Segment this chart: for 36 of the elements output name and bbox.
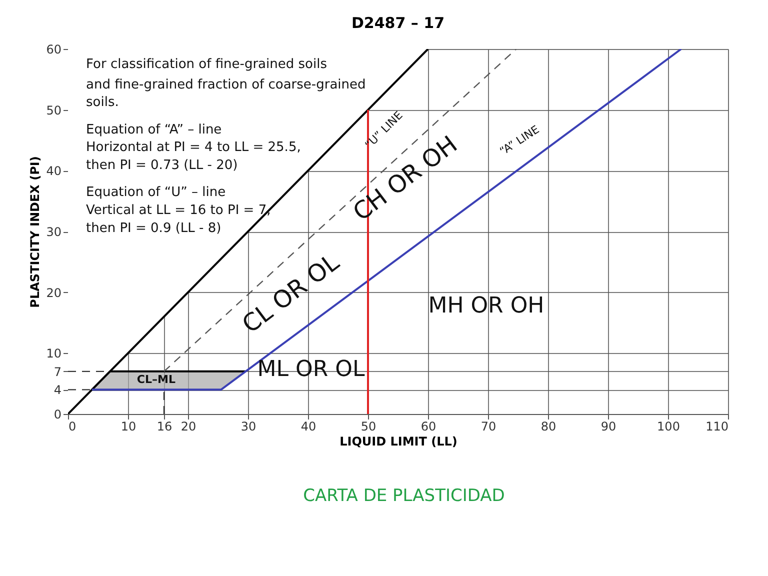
x-tick-label: 20: [180, 420, 196, 434]
x-tick-label: 16: [156, 420, 172, 434]
x-tick-label: 80: [540, 420, 556, 434]
text: CARTA DE PLASTICIDAD: [303, 486, 505, 506]
y-tick-label: 40: [46, 164, 62, 178]
x-tick-label: 90: [600, 420, 616, 434]
x-tick-label: 70: [480, 420, 496, 434]
x-tick-label: 10: [120, 420, 136, 434]
y-tick-label: 20: [46, 286, 62, 300]
annotation: Equation of “A” – line: [86, 122, 222, 138]
x-tick-label: 110: [706, 420, 728, 434]
y-tick-label: 50: [46, 103, 62, 118]
y-tick-label: 10: [46, 346, 62, 361]
annotation: Equation of “U” – line: [86, 184, 226, 200]
annotation: CL–ML: [136, 372, 176, 386]
y-tick-label: 30: [46, 225, 62, 239]
x-tick-label: 60: [420, 420, 436, 434]
y-tick-label: 60: [46, 42, 62, 56]
x-axis-title: LIQUID LIMIT (LL): [340, 434, 458, 448]
x-tick-label: 100: [657, 420, 680, 434]
y-axis-title: PLASTICITY INDEX (PI): [28, 156, 42, 308]
x-tick-label: 0: [68, 420, 76, 434]
annotation: then PI = 0.9 (LL - 8): [86, 220, 222, 236]
y-tick-label: 4: [54, 383, 62, 398]
annotation: Horizontal at PI = 4 to LL = 25.5,: [86, 140, 301, 155]
annotation: and fine-grained fraction of coarse-grained: [86, 77, 366, 92]
annotation: then PI = 0.73 (LL - 20): [86, 158, 238, 174]
y-tick-label: 7: [54, 364, 62, 379]
x-tick-label: 30: [240, 420, 256, 434]
x-tick-label: 40: [300, 420, 316, 434]
chart-title: D2487 – 17: [351, 14, 445, 32]
y-tick-label: 0: [54, 408, 62, 422]
annotation: CL OR OL: [236, 248, 345, 339]
annotation: For classification of fine-grained soils: [86, 57, 328, 72]
annotation: soils.: [86, 94, 119, 110]
x-tick-label: 50: [360, 420, 376, 434]
